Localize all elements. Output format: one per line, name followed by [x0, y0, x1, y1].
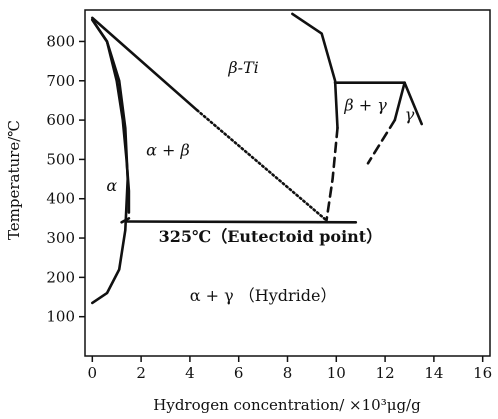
region-label-beta-plus-gamma: β + γ [343, 95, 387, 114]
curve-gamma-right [403, 81, 423, 126]
y-tick-label: 800 [46, 32, 75, 50]
region-labels: β-Ti α + β α β + γ γ 325℃（Eutectoid point） α +… [106, 58, 414, 305]
x-tick-label: 6 [234, 364, 244, 382]
curve-alpha-beta-boundary [91, 18, 131, 214]
y-tick-label: 500 [46, 150, 75, 168]
curve-beta-eutectoid-solid [91, 16, 199, 112]
x-axis-title: Hydrogen concentration/ ×10³μg/g [153, 396, 421, 414]
x-tick-label: 4 [185, 364, 195, 382]
region-label-alpha: α [106, 176, 117, 195]
region-label-beta-ti: β-Ti [227, 58, 258, 77]
x-tick-label: 2 [136, 364, 146, 382]
y-axis-title: Temperature/℃ [5, 120, 23, 240]
y-tick-label: 400 [46, 190, 75, 208]
x-tick-label: 10 [327, 364, 346, 382]
phase-boundaries [91, 12, 423, 305]
x-tick-label: 0 [88, 364, 98, 382]
y-tick-label: 600 [46, 111, 75, 129]
curve-beta-gamma-right [393, 81, 406, 122]
curve-beta-gamma-right-dashed [366, 118, 397, 165]
curve-alpha-beta-boundary-low [120, 217, 131, 224]
curve-beta-gamma-left [291, 12, 339, 130]
curve-beta-eutectoid-dotted [195, 109, 328, 222]
curve-eutectoid-isotherm [125, 220, 358, 224]
curve-alpha-left-boundary [91, 18, 129, 305]
y-tick-label: 200 [46, 268, 75, 286]
x-tick-label: 14 [424, 364, 443, 382]
region-label-gamma: γ [405, 105, 415, 124]
region-label-eutectoid-point: 325℃（Eutectoid point） [159, 227, 383, 246]
y-tick-label: 100 [46, 308, 75, 326]
y-tick-label: 700 [46, 72, 75, 90]
x-tick-label: 16 [473, 364, 492, 382]
axis-ticks: 0 2 4 6 8 10 12 14 16 100 200 300 400 500 600 700 800 [46, 32, 492, 382]
y-tick-label: 300 [46, 229, 75, 247]
x-tick-label: 12 [376, 364, 395, 382]
region-label-alpha-plus-beta: α + β [146, 140, 190, 159]
region-label-alpha-plus-gamma-hydride: α + γ （Hydride） [190, 286, 337, 305]
x-tick-label: 8 [283, 364, 293, 382]
curve-beta-gamma-left-dashed [325, 126, 339, 222]
